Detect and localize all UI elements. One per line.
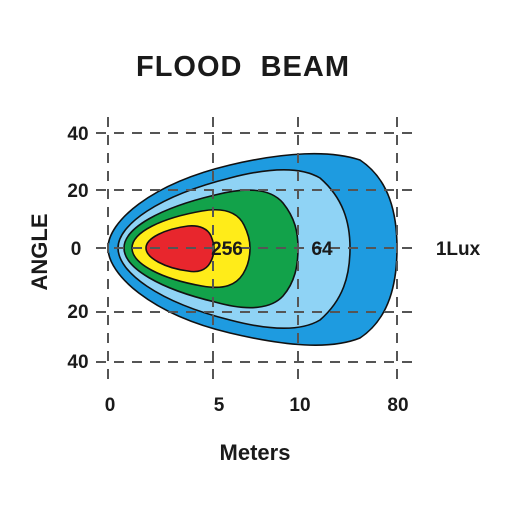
- x-tick-80: 80: [387, 395, 408, 416]
- chart-title: FLOOD BEAM: [136, 51, 350, 83]
- y-tick-bot-40: 40: [67, 352, 88, 373]
- label-256: 256: [211, 239, 243, 260]
- label-64: 64: [311, 239, 333, 260]
- y-tick-0: 0: [71, 239, 82, 260]
- y-tick-top-20: 20: [67, 181, 88, 202]
- beam-contours: [107, 152, 398, 346]
- x-tick-0: 0: [105, 395, 116, 416]
- x-tick-5: 5: [214, 395, 225, 416]
- x-axis-title: Meters: [220, 440, 291, 465]
- label-1lux: 1Lux: [436, 239, 481, 260]
- x-tick-10: 10: [289, 395, 310, 416]
- grid: [96, 117, 420, 382]
- y-tick-top-40: 40: [67, 124, 88, 145]
- y-axis-title: ANGLE: [27, 214, 52, 291]
- y-tick-bot-20: 20: [67, 302, 88, 323]
